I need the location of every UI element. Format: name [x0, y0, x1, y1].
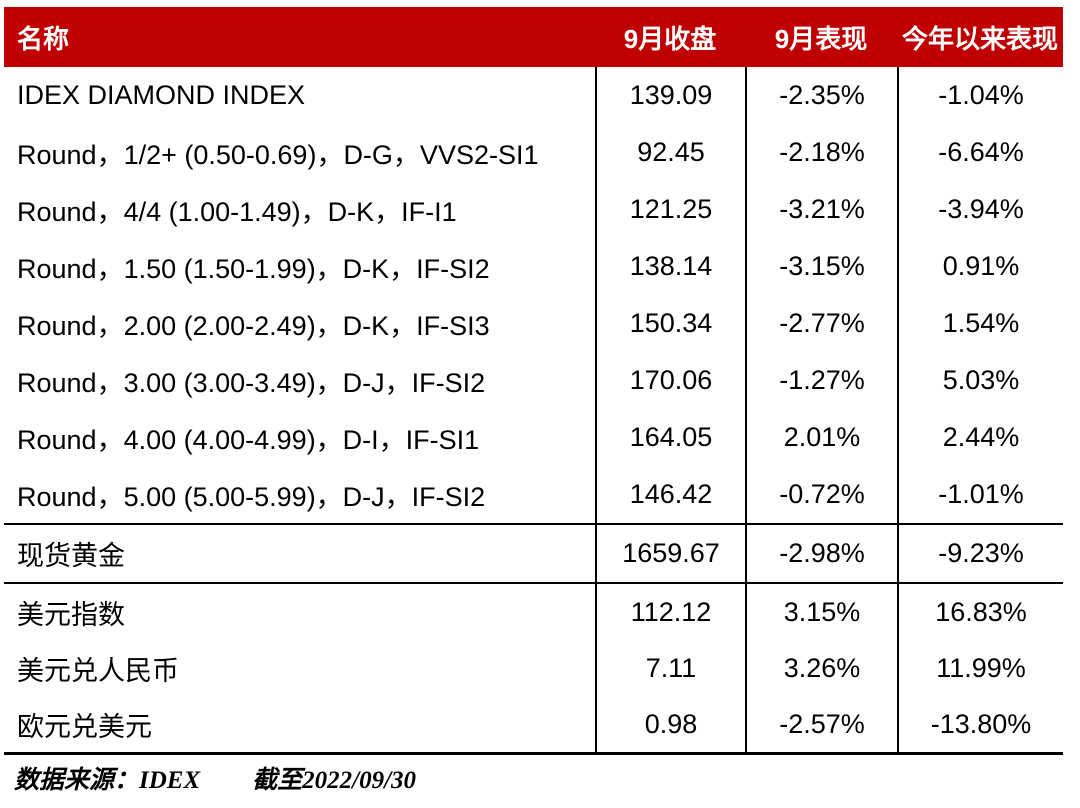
- row-name: Round，4.00 (4.00-4.99)，D-I，IF-SI1: [17, 425, 480, 455]
- row-month-perf: -0.72%: [745, 466, 897, 523]
- row-ytd-perf: -13.80%: [897, 696, 1063, 752]
- row-close: 0.98: [595, 696, 745, 752]
- row-name: Round，1.50 (1.50-1.99)，D-K，IF-SI2: [17, 254, 490, 284]
- row-close: 164.05: [595, 409, 745, 466]
- table-body: IDEX DIAMOND INDEX 139.09 -2.35% -1.04% …: [4, 67, 1063, 755]
- row-close: 146.42: [595, 466, 745, 523]
- row-close: 1659.67: [595, 525, 745, 582]
- performance-table: 名称 9月收盘 9月表现 今年以来表现 IDEX DIAMOND INDEX 1…: [4, 7, 1063, 755]
- row-ytd-perf: -1.04%: [897, 67, 1063, 124]
- row-month-perf: -2.98%: [745, 525, 897, 582]
- row-month-perf: -3.15%: [745, 238, 897, 295]
- row-month-perf: -1.27%: [745, 352, 897, 409]
- row-name: Round，2.00 (2.00-2.49)，D-K，IF-SI3: [17, 311, 490, 341]
- row-month-perf: -2.18%: [745, 124, 897, 181]
- table-row: Round，4/4 (1.00-1.49)，D-K，IF-I1 121.25 -…: [4, 181, 1063, 238]
- row-close: 150.34: [595, 295, 745, 352]
- row-ytd-perf: -1.01%: [897, 466, 1063, 523]
- row-ytd-perf: 0.91%: [897, 238, 1063, 295]
- row-ytd-perf: 5.03%: [897, 352, 1063, 409]
- table-header-row: 名称 9月收盘 9月表现 今年以来表现: [4, 7, 1063, 67]
- table-row-dollar-index: 美元指数 112.12 3.15% 16.83%: [4, 584, 1063, 640]
- row-month-perf: 3.26%: [745, 640, 897, 696]
- row-month-perf: 2.01%: [745, 409, 897, 466]
- row-name: 美元兑人民币: [17, 655, 179, 686]
- table-row: IDEX DIAMOND INDEX 139.09 -2.35% -1.04%: [4, 67, 1063, 124]
- header-cell-ytd-performance: 今年以来表现: [901, 23, 1058, 54]
- row-month-perf: -3.21%: [745, 181, 897, 238]
- row-name: 现货黄金: [17, 541, 125, 571]
- row-ytd-perf: -3.94%: [897, 181, 1063, 238]
- row-name: Round，3.00 (3.00-3.49)，D-J，IF-SI2: [17, 368, 486, 398]
- table-row: Round，1.50 (1.50-1.99)，D-K，IF-SI2 138.14…: [4, 238, 1063, 295]
- row-close: 92.45: [595, 124, 745, 181]
- row-ytd-perf: 1.54%: [897, 295, 1063, 352]
- row-month-perf: -2.77%: [745, 295, 897, 352]
- row-name: 美元指数: [17, 599, 125, 630]
- row-name: Round，5.00 (5.00-5.99)，D-J，IF-SI2: [17, 482, 486, 512]
- row-name: Round，4/4 (1.00-1.49)，D-K，IF-I1: [17, 197, 457, 227]
- header-cell-name: 名称: [17, 23, 70, 54]
- data-source-label: 数据来源：IDEX: [14, 767, 201, 794]
- row-close: 139.09: [595, 67, 745, 124]
- source-footnote: 数据来源：IDEX 截至2022/09/30: [14, 760, 416, 796]
- row-name: 欧元兑美元: [17, 711, 152, 742]
- row-ytd-perf: 2.44%: [897, 409, 1063, 466]
- table-row: Round，4.00 (4.00-4.99)，D-I，IF-SI1 164.05…: [4, 409, 1063, 466]
- table-row-eur-usd: 欧元兑美元 0.98 -2.57% -13.80%: [4, 696, 1063, 752]
- as-of-date-label: 截至2022/09/30: [252, 767, 417, 794]
- row-close: 7.11: [595, 640, 745, 696]
- header-cell-sep-close: 9月收盘: [623, 23, 717, 54]
- table-row: Round，3.00 (3.00-3.49)，D-J，IF-SI2 170.06…: [4, 352, 1063, 409]
- row-month-perf: -2.35%: [745, 67, 897, 124]
- row-close: 112.12: [595, 584, 745, 640]
- row-close: 138.14: [595, 238, 745, 295]
- row-name: IDEX DIAMOND INDEX: [17, 80, 306, 110]
- table-row: Round，5.00 (5.00-5.99)，D-J，IF-SI2 146.42…: [4, 466, 1063, 523]
- row-month-perf: -2.57%: [745, 696, 897, 752]
- row-ytd-perf: 16.83%: [897, 584, 1063, 640]
- table-row-usd-cny: 美元兑人民币 7.11 3.26% 11.99%: [4, 640, 1063, 696]
- table-row-spot-gold: 现货黄金 1659.67 -2.98% -9.23%: [4, 523, 1063, 584]
- table-row: Round，2.00 (2.00-2.49)，D-K，IF-SI3 150.34…: [4, 295, 1063, 352]
- row-ytd-perf: -9.23%: [897, 525, 1063, 582]
- row-month-perf: 3.15%: [745, 584, 897, 640]
- row-close: 170.06: [595, 352, 745, 409]
- row-name: Round，1/2+ (0.50-0.69)，D-G，VVS2-SI1: [17, 140, 539, 170]
- row-ytd-perf: 11.99%: [897, 640, 1063, 696]
- row-ytd-perf: -6.64%: [897, 124, 1063, 181]
- table-row: Round，1/2+ (0.50-0.69)，D-G，VVS2-SI1 92.4…: [4, 124, 1063, 181]
- row-close: 121.25: [595, 181, 745, 238]
- header-cell-sep-performance: 9月表现: [774, 23, 868, 54]
